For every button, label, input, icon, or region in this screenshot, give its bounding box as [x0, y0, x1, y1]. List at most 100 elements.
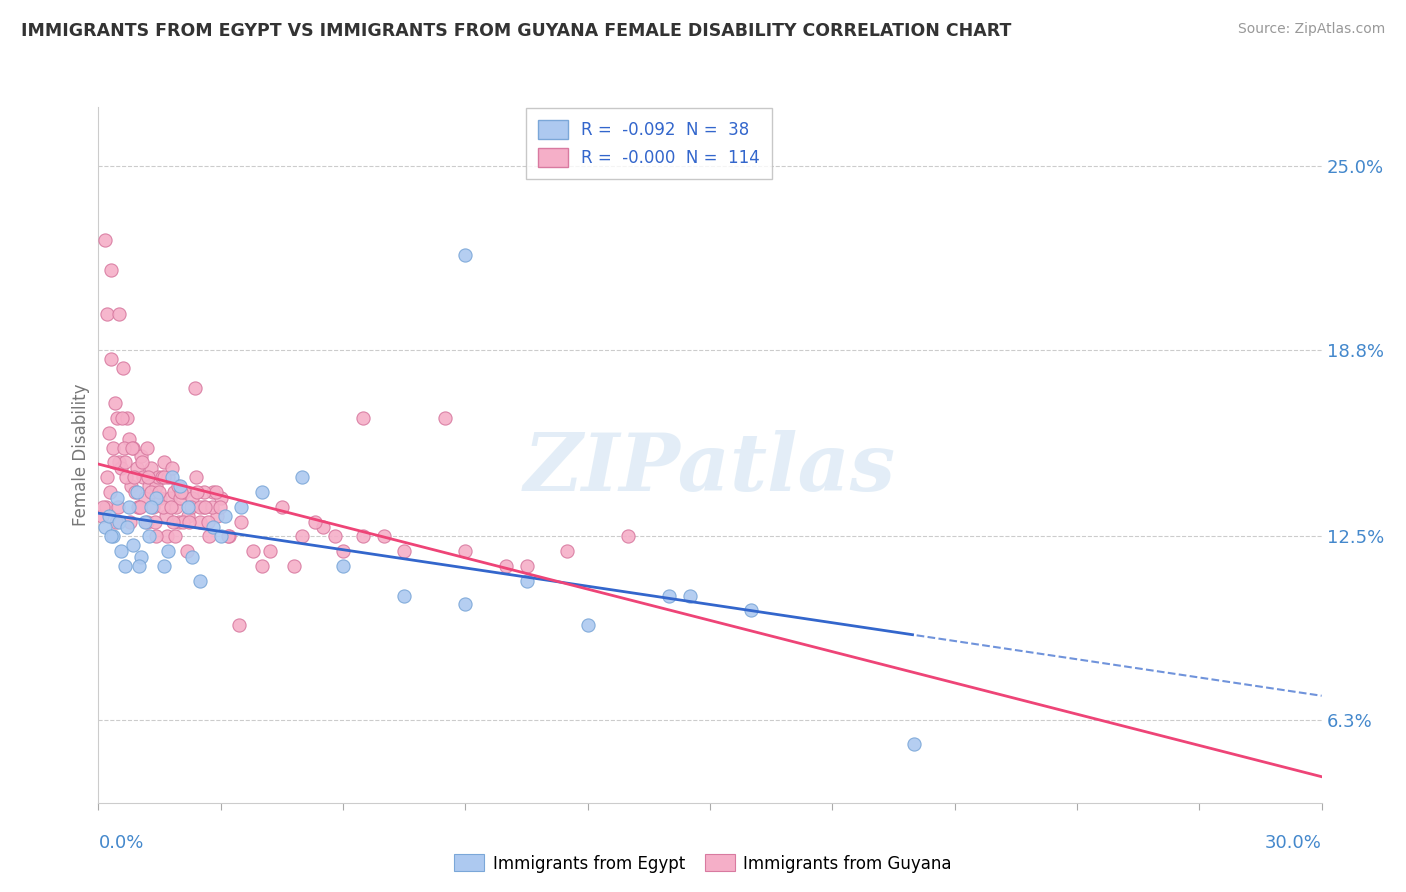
- Point: [107, 500, 129, 514]
- Point: [124, 484, 146, 499]
- Point: [149, 491, 172, 505]
- Point: [165, 529, 187, 543]
- Point: [160, 470, 183, 484]
- Point: [145, 479, 167, 493]
- Point: [193, 500, 215, 514]
- Point: [283, 558, 305, 573]
- Point: [127, 461, 149, 475]
- Point: [94, 500, 117, 514]
- Point: [100, 529, 122, 543]
- Point: [165, 500, 187, 514]
- Text: 0.0%: 0.0%: [98, 834, 143, 852]
- Point: [110, 461, 132, 475]
- Point: [91, 508, 114, 523]
- Point: [392, 589, 416, 603]
- Point: [118, 500, 141, 514]
- Text: Source: ZipAtlas.com: Source: ZipAtlas.com: [1237, 22, 1385, 37]
- Point: [122, 538, 145, 552]
- Point: [105, 411, 128, 425]
- Point: [177, 508, 200, 523]
- Point: [188, 574, 212, 588]
- Point: [114, 558, 136, 573]
- Point: [115, 470, 138, 484]
- Point: [259, 544, 281, 558]
- Point: [373, 529, 395, 543]
- Point: [188, 515, 212, 529]
- Point: [516, 574, 538, 588]
- Point: [201, 520, 224, 534]
- Point: [97, 508, 120, 523]
- Point: [91, 500, 114, 514]
- Point: [155, 508, 177, 523]
- Point: [205, 508, 228, 523]
- Point: [231, 500, 253, 514]
- Legend: R =  -0.092  N =  38, R =  -0.000  N =  114: R = -0.092 N = 38, R = -0.000 N = 114: [526, 109, 772, 178]
- Point: [209, 529, 232, 543]
- Point: [129, 500, 152, 514]
- Point: [128, 558, 150, 573]
- Point: [454, 544, 477, 558]
- Point: [104, 396, 127, 410]
- Point: [93, 233, 115, 247]
- Point: [270, 500, 294, 514]
- Point: [250, 558, 273, 573]
- Point: [740, 603, 762, 617]
- Point: [160, 500, 183, 514]
- Point: [167, 479, 190, 493]
- Point: [163, 484, 186, 499]
- Point: [96, 470, 118, 484]
- Point: [242, 544, 264, 558]
- Point: [156, 529, 179, 543]
- Point: [250, 484, 273, 499]
- Y-axis label: Female Disability: Female Disability: [72, 384, 90, 526]
- Point: [172, 515, 194, 529]
- Point: [142, 500, 165, 514]
- Point: [169, 479, 191, 493]
- Point: [679, 589, 702, 603]
- Point: [129, 550, 152, 565]
- Point: [201, 484, 224, 499]
- Point: [101, 529, 124, 543]
- Point: [131, 455, 153, 469]
- Point: [177, 515, 200, 529]
- Point: [136, 441, 159, 455]
- Point: [156, 470, 179, 484]
- Point: [135, 515, 157, 529]
- Point: [332, 544, 354, 558]
- Point: [184, 381, 207, 395]
- Point: [454, 248, 477, 262]
- Point: [557, 544, 579, 558]
- Point: [332, 558, 354, 573]
- Point: [188, 500, 211, 514]
- Point: [181, 491, 204, 505]
- Point: [392, 544, 416, 558]
- Point: [214, 508, 236, 523]
- Point: [112, 441, 135, 455]
- Point: [120, 515, 142, 529]
- Point: [186, 470, 208, 484]
- Point: [152, 558, 174, 573]
- Point: [108, 515, 131, 529]
- Point: [134, 515, 156, 529]
- Point: [186, 484, 208, 499]
- Point: [167, 515, 190, 529]
- Point: [197, 529, 219, 543]
- Text: 30.0%: 30.0%: [1265, 834, 1322, 852]
- Point: [217, 529, 239, 543]
- Point: [100, 263, 122, 277]
- Point: [148, 484, 170, 499]
- Point: [160, 461, 183, 475]
- Text: IMMIGRANTS FROM EGYPT VS IMMIGRANTS FROM GUYANA FEMALE DISABILITY CORRELATION CH: IMMIGRANTS FROM EGYPT VS IMMIGRANTS FROM…: [21, 22, 1011, 40]
- Point: [208, 500, 231, 514]
- Point: [118, 432, 141, 446]
- Point: [122, 441, 145, 455]
- Point: [145, 529, 167, 543]
- Point: [138, 479, 160, 493]
- Point: [105, 491, 128, 505]
- Point: [127, 484, 149, 499]
- Point: [108, 307, 131, 321]
- Point: [111, 360, 134, 375]
- Point: [115, 520, 138, 534]
- Point: [141, 461, 163, 475]
- Point: [115, 411, 138, 425]
